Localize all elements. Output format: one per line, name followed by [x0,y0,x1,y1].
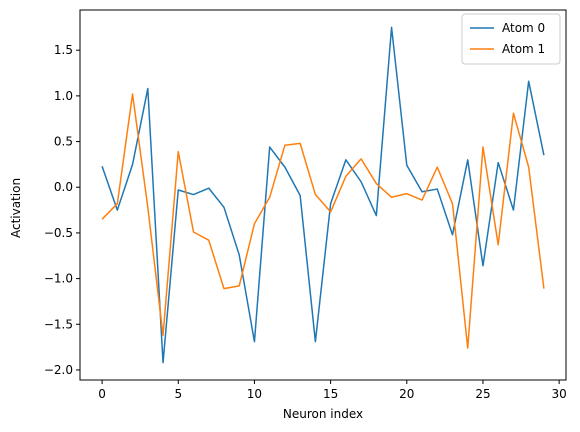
y-tick-label: 0.5 [54,135,73,149]
y-tick-label: 0.0 [54,180,73,194]
series-line-1 [101,93,545,349]
x-tick-label: 0 [98,387,106,401]
series-lines [101,26,545,364]
y-axis-ticks: −2.0 −1.5 −1.0 −0.5 0.0 0.5 1.0 1.5 [44,43,80,377]
y-tick-label: −1.5 [44,317,73,331]
x-axis-ticks: 0 5 10 15 20 25 30 [98,380,567,401]
x-tick-label: 10 [247,387,262,401]
y-axis-label: Activation [9,178,23,238]
x-axis-label: Neuron index [283,407,363,421]
legend-box [461,13,561,65]
legend-label: Atom 1 [502,42,545,56]
y-tick-label: 1.0 [54,89,73,103]
legend: Atom 0 Atom 1 [461,13,561,65]
legend-label: Atom 0 [502,21,545,35]
y-tick-label: 1.5 [54,43,73,57]
y-tick-label: −1.0 [44,272,73,286]
x-tick-label: 5 [174,387,182,401]
x-tick-label: 30 [552,387,567,401]
x-tick-label: 20 [399,387,414,401]
y-tick-label: −0.5 [44,226,73,240]
plot-frame [79,9,567,381]
y-tick-label: −2.0 [44,363,73,377]
x-tick-label: 25 [475,387,490,401]
series-line-0 [101,26,545,364]
x-tick-label: 15 [323,387,338,401]
